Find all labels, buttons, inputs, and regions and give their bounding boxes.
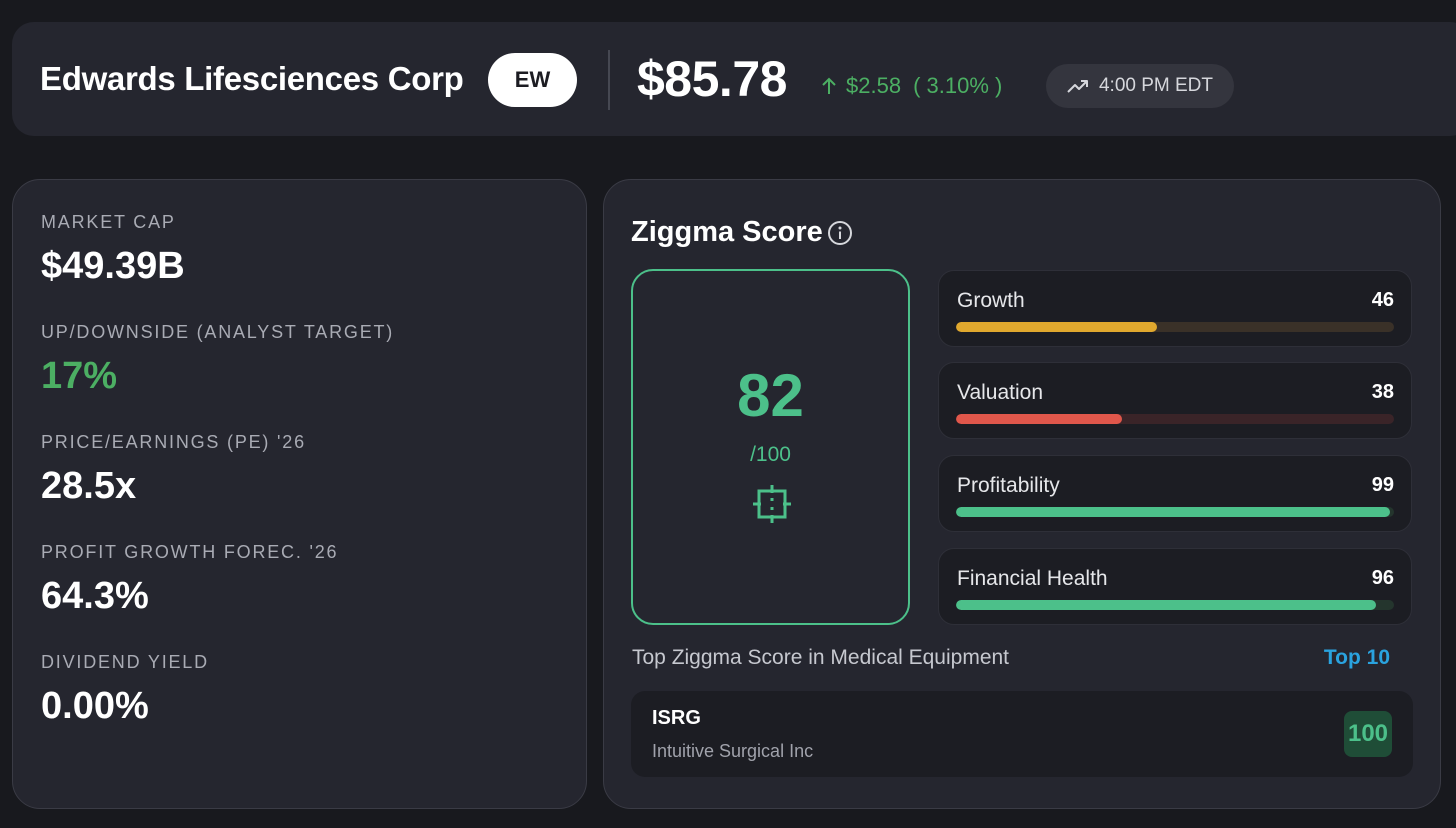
factor-value: 99	[1371, 474, 1394, 496]
ticker-badge[interactable]: EW	[488, 53, 577, 107]
ziggma-score-card: Ziggma Score 82 /100 Growth 46 Valuation…	[603, 179, 1441, 809]
factor-value: 96	[1371, 567, 1394, 589]
metric-value: 0.00%	[41, 685, 149, 727]
top-10-link[interactable]: Top 10	[1323, 646, 1390, 669]
factor-bar-fill	[956, 414, 1123, 424]
company-name: Edwards Lifesciences Corp	[40, 60, 464, 97]
factor-growth[interactable]: Growth 46	[938, 270, 1412, 347]
score-denominator: /100	[750, 443, 791, 466]
ziggma-title-text: Ziggma Score	[631, 216, 823, 248]
header-divider	[608, 50, 610, 110]
price-change: $2.58 ( 3.10% )	[820, 73, 1002, 99]
peer-score-badge: 100	[1344, 711, 1392, 757]
factor-valuation[interactable]: Valuation 38	[938, 362, 1412, 439]
factor-bar-track	[956, 507, 1394, 517]
factor-profitability[interactable]: Profitability 99	[938, 455, 1412, 532]
peer-ticker: ISRG	[652, 707, 701, 729]
change-amount: $2.58	[846, 73, 902, 98]
change-percent: ( 3.10% )	[913, 73, 1003, 98]
metric-value: 28.5x	[41, 465, 137, 507]
factor-bar-track	[956, 414, 1394, 424]
market-time: 4:00 PM EDT	[1098, 75, 1214, 96]
crosshair-icon	[753, 485, 791, 523]
peer-company-name: Intuitive Surgical Inc	[652, 741, 814, 761]
metric-dividend-yield: DIVIDEND YIELD 0.00%	[41, 652, 209, 728]
factor-label: Financial Health	[957, 567, 1108, 590]
factor-label: Profitability	[957, 474, 1060, 497]
metric-pe: PRICE/EARNINGS (PE) '26 28.5x	[41, 432, 306, 508]
arrow-up-icon	[822, 77, 836, 94]
metric-value: 17%	[41, 355, 118, 397]
sector-ranking-text: Top Ziggma Score in Medical Equipment	[632, 646, 1010, 669]
key-metrics-card: MARKET CAP $49.39B UP/DOWNSIDE (ANALYST …	[12, 179, 587, 809]
metric-label: UP/DOWNSIDE (ANALYST TARGET)	[41, 322, 395, 342]
metric-profit-growth: PROFIT GROWTH FOREC. '26 64.3%	[41, 542, 338, 618]
metric-label: PROFIT GROWTH FOREC. '26	[41, 542, 339, 562]
factor-bar-track	[956, 322, 1394, 332]
market-time-badge: 4:00 PM EDT	[1046, 64, 1234, 108]
metric-upside: UP/DOWNSIDE (ANALYST TARGET) 17%	[41, 322, 394, 398]
metric-label: MARKET CAP	[41, 212, 176, 232]
metric-value: $49.39B	[41, 245, 185, 287]
quote-header: Edwards Lifesciences Corp EW $85.78 $2.5…	[12, 22, 1456, 136]
factor-value: 38	[1371, 381, 1394, 403]
metric-market-cap: MARKET CAP $49.39B	[41, 212, 185, 288]
trending-up-icon	[1067, 80, 1088, 93]
metric-label: DIVIDEND YIELD	[41, 652, 209, 672]
peer-list-item[interactable]: ISRG Intuitive Surgical Inc 100	[631, 691, 1413, 777]
factor-bar-fill	[956, 322, 1158, 332]
info-icon[interactable]	[827, 220, 853, 246]
factor-value: 46	[1371, 289, 1394, 311]
current-price: $85.78	[637, 51, 787, 107]
metric-value: 64.3%	[41, 575, 149, 617]
factor-financial-health[interactable]: Financial Health 96	[938, 548, 1412, 625]
ziggma-title: Ziggma Score	[631, 216, 853, 249]
factor-bar-track	[956, 600, 1394, 610]
metric-label: PRICE/EARNINGS (PE) '26	[41, 432, 306, 452]
factor-bar-fill	[956, 600, 1377, 610]
overall-score: 82	[737, 362, 804, 429]
factor-bar-fill	[956, 507, 1390, 517]
overall-score-box: 82 /100	[631, 269, 910, 625]
factor-label: Growth	[957, 289, 1025, 312]
factor-label: Valuation	[957, 381, 1044, 404]
